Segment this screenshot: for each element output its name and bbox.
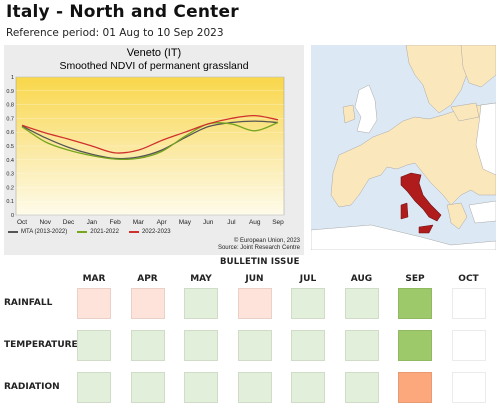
y-tick-label: 0 bbox=[11, 213, 14, 219]
bulletin-cell-radiation-apr bbox=[130, 372, 165, 403]
map-sicily bbox=[418, 224, 434, 234]
y-tick-label: 0.2 bbox=[6, 185, 14, 191]
series-line-1 bbox=[21, 121, 279, 161]
bulletin-cell-radiation-sep bbox=[398, 372, 432, 403]
bulletin-cell-rainfall-jul bbox=[291, 288, 325, 319]
legend-label: MTA (2013-2022) bbox=[21, 229, 68, 235]
legend-item-2: 2022-2023 bbox=[128, 229, 171, 235]
chart-legend: MTA (2013-2022) 2021-2022 2022-2023 bbox=[8, 229, 171, 235]
x-tick-label: May bbox=[179, 219, 192, 226]
bulletin-cell-temperature-may bbox=[184, 330, 218, 361]
bulletin-cell-temperature-apr bbox=[130, 330, 165, 361]
x-tick-label: Jun bbox=[203, 219, 214, 226]
month-header-oct: OCT bbox=[458, 274, 479, 284]
bulletin-cell-radiation-may bbox=[184, 372, 218, 403]
month-header-sep: SEP bbox=[405, 274, 425, 284]
row-label-radiation: RADIATION bbox=[4, 382, 60, 392]
y-tick-label: 0.4 bbox=[6, 158, 14, 164]
bulletin-cell-radiation-jul bbox=[291, 372, 325, 403]
legend-swatch bbox=[77, 231, 88, 233]
map-italy bbox=[400, 172, 442, 222]
legend-label: 2022-2023 bbox=[141, 229, 171, 235]
bulletin-issue-header: BULLETIN ISSUE bbox=[220, 257, 300, 267]
bulletin-cell-rainfall-apr bbox=[130, 288, 165, 319]
map-north-africa bbox=[311, 224, 496, 250]
bulletin-cell-rainfall-sep bbox=[398, 288, 432, 319]
reference-period: Reference period: 01 Aug to 10 Sep 2023 bbox=[6, 27, 224, 39]
month-header-mar: MAR bbox=[82, 274, 106, 284]
bulletin-cell-radiation-mar bbox=[77, 372, 111, 403]
x-tick-label: Dec bbox=[63, 219, 75, 226]
bulletin-cell-rainfall-oct bbox=[451, 288, 486, 319]
map-east bbox=[475, 102, 496, 176]
y-tick-label: 0.1 bbox=[6, 199, 14, 205]
y-tick-label: 0.5 bbox=[6, 144, 14, 150]
month-header-jul: JUL bbox=[299, 274, 317, 284]
x-tick-label: Jan bbox=[87, 219, 98, 226]
series-line-0 bbox=[21, 120, 279, 160]
map-uk bbox=[354, 84, 378, 134]
europe-map-svg bbox=[311, 45, 496, 250]
bulletin-cell-rainfall-mar bbox=[77, 288, 111, 319]
y-tick-label: 0.8 bbox=[6, 103, 14, 109]
map-ireland bbox=[342, 104, 356, 124]
credit-source: Source: Joint Research Centre bbox=[217, 245, 300, 251]
europe-map bbox=[311, 45, 496, 250]
bulletin-cell-temperature-jun bbox=[237, 330, 272, 361]
month-header-apr: APR bbox=[137, 274, 158, 284]
bulletin-cell-radiation-oct bbox=[451, 372, 486, 403]
bulletin-cell-temperature-aug bbox=[344, 330, 379, 361]
map-finland bbox=[460, 45, 496, 88]
bulletin-cell-temperature-mar bbox=[77, 330, 111, 361]
x-tick-label: Sep bbox=[272, 219, 284, 226]
legend-swatch bbox=[8, 231, 18, 233]
bulletin-cell-rainfall-jun bbox=[237, 288, 272, 319]
month-header-jun: JUN bbox=[245, 274, 264, 284]
row-label-rainfall: RAINFALL bbox=[4, 298, 53, 308]
map-scandinavia bbox=[405, 45, 472, 114]
credit-copyright: © European Union, 2023 bbox=[233, 238, 300, 244]
legend-label: 2021-2022 bbox=[90, 229, 119, 235]
chart-subtitle: Smoothed NDVI of permanent grassland bbox=[59, 60, 249, 72]
page-title: Italy - North and Center bbox=[6, 2, 239, 22]
x-tick-label: Apr bbox=[157, 219, 168, 226]
bulletin-cell-radiation-aug bbox=[344, 372, 379, 403]
row-label-temperature: TEMPERATURE bbox=[4, 340, 78, 350]
legend-swatch bbox=[128, 231, 139, 233]
bulletin-cell-temperature-jul bbox=[291, 330, 325, 361]
x-tick-label: Mar bbox=[133, 219, 145, 226]
legend-item-1: 2021-2022 bbox=[77, 229, 119, 235]
bulletin-cell-rainfall-aug bbox=[344, 288, 379, 319]
x-tick-label: Aug bbox=[249, 219, 261, 226]
chart-credits: © European Union, 2023 Source: Joint Res… bbox=[218, 238, 300, 252]
legend-item-0: MTA (2013-2022) bbox=[8, 229, 67, 235]
chart-region-title: Veneto (IT) bbox=[126, 47, 182, 59]
y-tick-label: 0.7 bbox=[6, 116, 14, 122]
map-turkey bbox=[468, 200, 496, 224]
x-tick-label: Nov bbox=[39, 219, 51, 226]
y-tick-label: 0.3 bbox=[6, 172, 14, 178]
map-sardinia bbox=[400, 202, 409, 220]
month-header-aug: AUG bbox=[350, 274, 373, 284]
y-tick-label: 1 bbox=[11, 75, 14, 81]
series-line-2 bbox=[21, 114, 279, 154]
x-tick-label: Feb bbox=[109, 219, 121, 226]
y-tick-label: 0.9 bbox=[6, 89, 14, 95]
bulletin-cell-rainfall-may bbox=[184, 288, 218, 319]
x-tick-label: Jul bbox=[227, 219, 236, 226]
bulletin-cell-radiation-jun bbox=[237, 372, 272, 403]
x-tick-label: Oct bbox=[17, 219, 27, 226]
month-header-may: MAY bbox=[190, 274, 212, 284]
ndvi-chart: 0 0.1 0.2 0.3 0.4 0.5 0.6 0.7 0.8 0.9 1 Oct Nov Dec Ja… bbox=[4, 45, 304, 255]
bulletin-cell-temperature-sep bbox=[398, 330, 432, 361]
y-tick-label: 0.6 bbox=[6, 130, 14, 136]
bulletin-cell-temperature-oct bbox=[451, 330, 486, 361]
ndvi-chart-svg: 0 0.1 0.2 0.3 0.4 0.5 0.6 0.7 0.8 0.9 1 Oct Nov Dec Ja… bbox=[6, 75, 285, 226]
map-greece bbox=[446, 202, 468, 230]
map-baltics bbox=[450, 102, 480, 122]
